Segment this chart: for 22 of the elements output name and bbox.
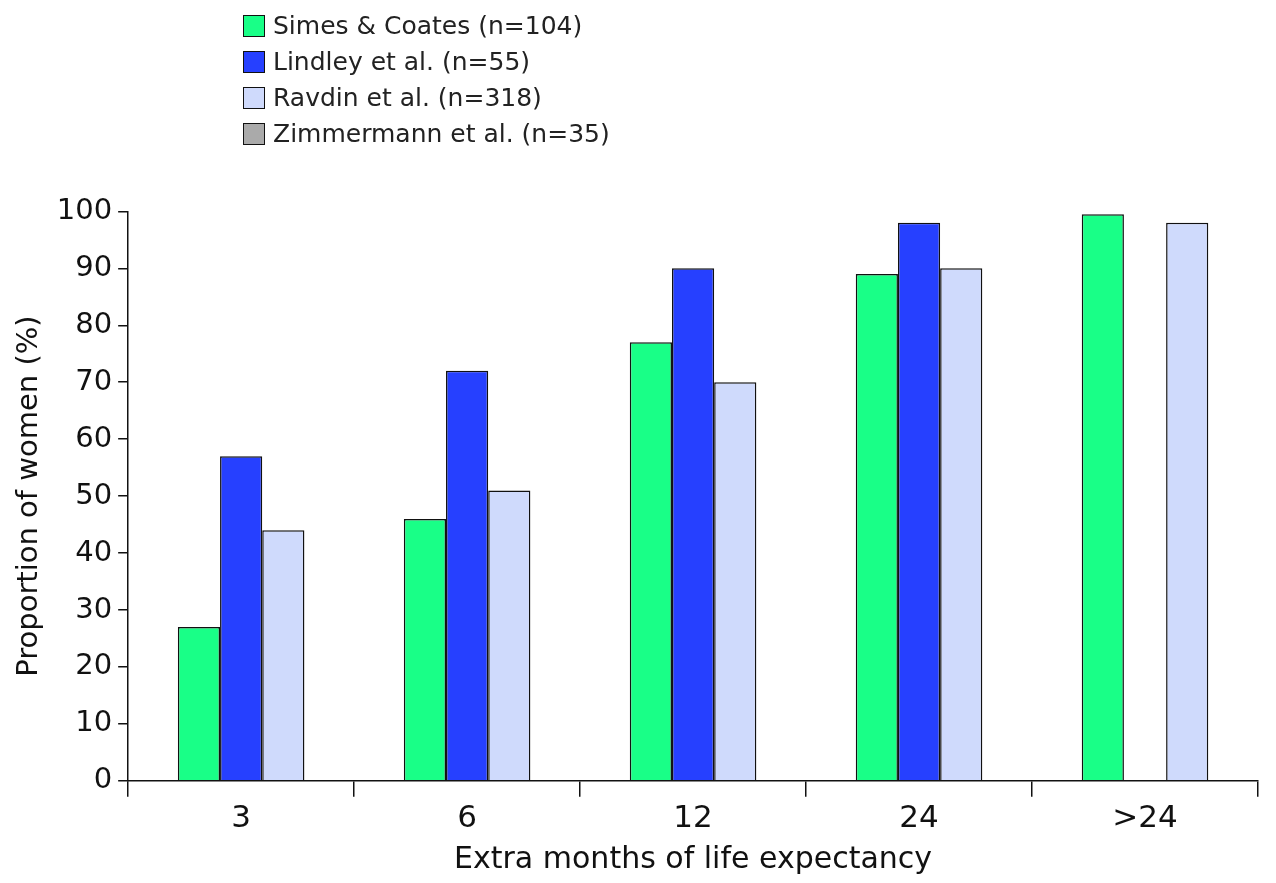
- x-axis-title: Extra months of life expectancy: [454, 839, 933, 875]
- y-tick-label: 80: [75, 305, 113, 340]
- x-tick-label: 3: [231, 798, 251, 835]
- y-tick-label: 70: [75, 362, 113, 397]
- y-tick-label: 90: [75, 248, 113, 283]
- legend-label: Zimmermann et al. (n=35): [273, 118, 610, 150]
- y-axis-title: Proportion of women (%): [9, 315, 44, 677]
- x-tick-label: 24: [899, 798, 939, 835]
- x-tick-label: 12: [673, 798, 713, 835]
- y-tick-label: 100: [56, 191, 113, 226]
- y-tick-label: 10: [75, 704, 113, 739]
- y-tick-label: 0: [93, 761, 113, 796]
- y-tick-label: 50: [75, 476, 113, 511]
- x-tick-label: 6: [457, 798, 477, 835]
- legend-label: Ravdin et al. (n=318): [273, 82, 542, 114]
- x-tick-label: >24: [1112, 798, 1178, 835]
- y-tick-label: 20: [75, 647, 113, 682]
- y-tick-label: 60: [75, 419, 113, 454]
- legend-label: Simes & Coates (n=104): [273, 10, 583, 42]
- y-tick-label: 30: [75, 590, 113, 625]
- legend-label: Lindley et al. (n=55): [273, 46, 531, 78]
- y-tick-label: 40: [75, 533, 113, 568]
